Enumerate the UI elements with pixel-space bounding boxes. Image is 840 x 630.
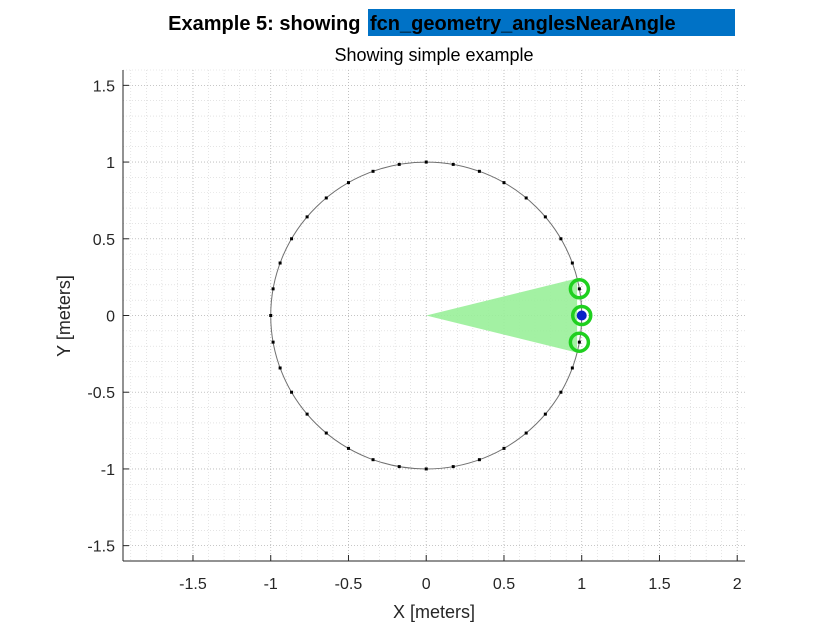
circle-point (305, 412, 309, 416)
circle-point (346, 181, 350, 185)
near-point-marker (568, 278, 591, 300)
circle-point (477, 458, 481, 462)
circle-point (397, 162, 401, 166)
circle-point (577, 340, 581, 344)
x-tick-label: -1 (264, 576, 278, 593)
circle-point (346, 446, 350, 450)
circle-point (271, 287, 275, 291)
near-point-marker (570, 304, 593, 327)
x-tick-label: 0.5 (493, 576, 515, 593)
circle-point (290, 390, 294, 394)
circle-point (371, 458, 375, 462)
y-tick-label: 1.5 (93, 78, 115, 95)
circle-point (271, 340, 275, 344)
circle-point (305, 215, 309, 219)
circle-point (278, 261, 282, 265)
y-axis-label: Y [meters] (54, 275, 74, 357)
circle-point (477, 169, 481, 173)
y-tick-label: 1 (106, 155, 115, 172)
chart-subtitle: Showing simple example (334, 45, 533, 65)
y-tick-label: 0.5 (93, 232, 115, 249)
circle-point (570, 261, 574, 265)
plot-area: -1.5 -1 -0.5 0 0.5 1 1.5 2 -1.5 -1 -0.5 0 0.5 1 1.5 (87, 69, 745, 593)
near-point-marker (568, 331, 591, 353)
query-point (576, 310, 587, 321)
title-highlight-background (368, 9, 735, 36)
x-tick-label: 1.5 (648, 576, 670, 593)
x-tick-label: 1 (577, 576, 586, 593)
circle-point (451, 162, 455, 166)
circle-point (524, 431, 528, 435)
circle-point (502, 181, 506, 185)
circle-point (559, 237, 563, 241)
y-tick-label: -0.5 (87, 385, 115, 402)
x-tick-label: -1.5 (179, 576, 207, 593)
circle-point (324, 431, 328, 435)
circle-point (424, 160, 428, 164)
y-tick-label: 0 (106, 309, 115, 326)
chart-title-highlight: fcn_geometry_anglesNearAngle (370, 13, 676, 35)
circle-point (371, 169, 375, 173)
circle-point (278, 366, 282, 370)
circle-point (424, 467, 428, 471)
circle-point (397, 465, 401, 469)
circle-point (324, 196, 328, 200)
circle-point (570, 366, 574, 370)
circle-point (543, 215, 547, 219)
x-tick-label: -0.5 (335, 576, 363, 593)
angle-wedge (426, 278, 578, 353)
circle-point (290, 237, 294, 241)
circle-point (524, 196, 528, 200)
circle-point (577, 287, 581, 291)
circle-point (502, 446, 506, 450)
y-tick-label: -1.5 (87, 539, 115, 556)
circle-point (543, 412, 547, 416)
x-axis-label: X [meters] (393, 602, 475, 622)
circle-point (559, 390, 563, 394)
x-tick-label: 0 (422, 576, 431, 593)
x-tick-label: 2 (733, 576, 742, 593)
chart-title-prefix: Example 5: showing (168, 13, 366, 35)
circle-point (451, 465, 455, 469)
circle-point (269, 314, 273, 317)
y-tick-label: -1 (101, 462, 115, 479)
